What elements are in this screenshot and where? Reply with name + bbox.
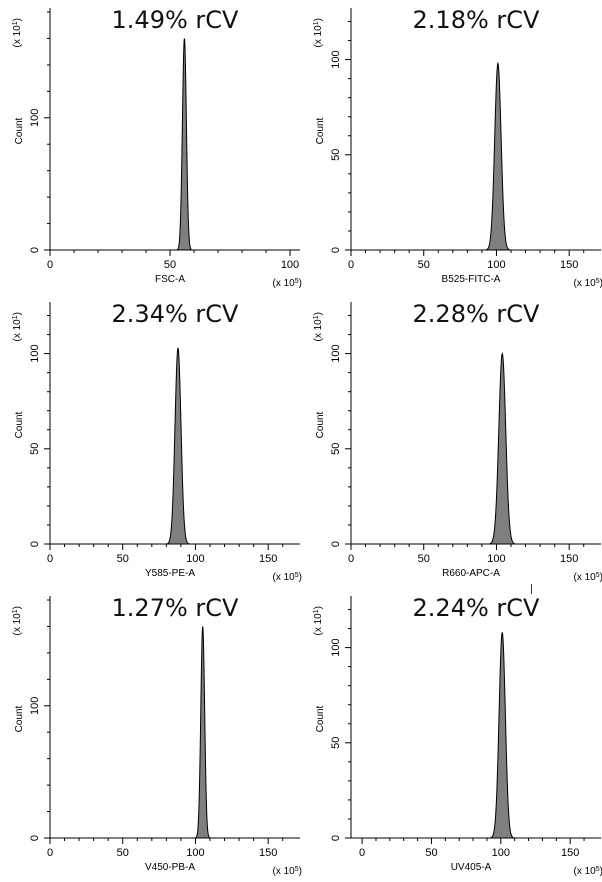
- histogram-plot: 0 50 100 150 0 100 V450-PB-A (x 105) Count (x 101…: [12, 596, 302, 878]
- rcv-title: 2.28% rCV: [412, 300, 540, 328]
- y-axis-label: Count: [315, 117, 326, 144]
- y-tick-label: 100: [29, 109, 41, 127]
- y-axis-label: Count: [14, 705, 25, 732]
- x-axis-unit: (x 105): [574, 866, 602, 878]
- x-tick-label: 150: [561, 847, 579, 859]
- x-tick-label: 50: [164, 259, 176, 271]
- histogram-peak: [194, 626, 211, 839]
- y-tick-label: 100: [29, 344, 41, 362]
- rcv-title: 2.34% rCV: [111, 300, 239, 328]
- x-tick-label: 100: [186, 553, 204, 565]
- histogram-panel-4: 0 50 100 150 0 50 100 R660-APC-A (x 105) Count (x …: [301, 294, 602, 588]
- x-tick-label: 150: [560, 259, 578, 271]
- x-tick-label: 50: [418, 553, 430, 565]
- histogram-plot: 0 50 100 0 100 FSC-A (x 105) Count (x 101): [12, 8, 302, 290]
- histogram-panel-5: 0 50 100 150 0 100 V450-PB-A (x 105) Count (x 101…: [0, 588, 303, 882]
- x-axis-label: B525-FITC-A: [442, 274, 501, 285]
- y-tick-label: 0: [330, 541, 342, 547]
- y-tick-label: 0: [330, 247, 342, 253]
- x-tick-label: 0: [47, 847, 53, 859]
- y-axis-unit: (x 101): [313, 18, 325, 47]
- y-tick-label: 50: [330, 737, 342, 749]
- y-tick-label: 0: [29, 541, 41, 547]
- y-axis-unit: (x 101): [12, 312, 24, 341]
- x-axis-unit: (x 105): [273, 278, 302, 290]
- x-tick-label: 0: [348, 553, 354, 565]
- y-axis-unit: (x 101): [12, 18, 24, 47]
- x-tick-label: 150: [560, 553, 578, 565]
- y-tick-label: 100: [29, 697, 41, 715]
- x-axis-label: R660-APC-A: [442, 568, 500, 579]
- histogram-peak: [489, 632, 516, 839]
- x-tick-label: 50: [425, 847, 437, 859]
- y-axis-unit: (x 101): [12, 606, 24, 635]
- x-tick-label: 50: [117, 847, 129, 859]
- x-tick-label: 100: [186, 847, 204, 859]
- x-tick-label: 100: [487, 259, 505, 271]
- y-tick-label: 0: [330, 835, 342, 841]
- y-tick-label: 50: [330, 149, 342, 161]
- x-axis-label: FSC-A: [155, 274, 185, 285]
- rcv-title: 2.18% rCV: [412, 6, 540, 34]
- x-tick-label: 0: [47, 553, 53, 565]
- y-tick-label: 100: [330, 344, 342, 362]
- y-tick-label: 100: [330, 638, 342, 656]
- y-tick-label: 50: [330, 443, 342, 455]
- x-axis-unit: (x 105): [574, 572, 602, 584]
- histogram-peak: [175, 38, 193, 251]
- x-tick-label: 150: [259, 847, 277, 859]
- x-tick-label: 100: [487, 553, 505, 565]
- histogram-peak: [487, 351, 517, 545]
- y-axis-label: Count: [315, 705, 326, 732]
- histogram-plot: 0 50 100 150 0 50 100 R660-APC-A (x 105) Count (x …: [313, 302, 602, 584]
- histogram-peak: [484, 61, 512, 251]
- histogram-panel-3: 0 50 100 150 0 50 100 Y585-PE-A (x 105) Count (x 1…: [0, 294, 303, 588]
- histogram-panel-1: 0 50 100 0 100 FSC-A (x 105) Count (x 101) 1.49% …: [0, 0, 303, 294]
- histogram-panel-2: 0 50 100 150 0 50 100 B525-FITC-A (x 105) Count (x…: [301, 0, 602, 294]
- y-tick-label: 0: [29, 247, 41, 253]
- x-tick-label: 150: [259, 553, 277, 565]
- x-axis-label: Y585-PE-A: [145, 568, 195, 579]
- x-axis-unit: (x 105): [273, 572, 302, 584]
- x-tick-label: 0: [348, 259, 354, 271]
- rcv-title: 2.24% rCV: [412, 594, 540, 622]
- histogram-peak: [165, 347, 191, 545]
- stray-tick-mark: [531, 584, 532, 594]
- x-tick-label: 0: [359, 847, 365, 859]
- y-axis-label: Count: [14, 117, 25, 144]
- y-axis-unit: (x 101): [313, 606, 325, 635]
- x-tick-label: 50: [418, 259, 430, 271]
- y-tick-label: 100: [330, 50, 342, 68]
- y-axis-label: Count: [315, 411, 326, 438]
- x-axis-label: V450-PB-A: [145, 862, 195, 873]
- rcv-title: 1.27% rCV: [111, 594, 239, 622]
- y-axis-label: Count: [14, 411, 25, 438]
- x-tick-label: 100: [281, 259, 299, 271]
- x-axis-unit: (x 105): [273, 866, 302, 878]
- x-axis-unit: (x 105): [574, 278, 602, 290]
- y-tick-label: 50: [29, 443, 41, 455]
- rcv-title: 1.49% rCV: [111, 6, 239, 34]
- histogram-plot: 0 50 100 150 0 50 100 Y585-PE-A (x 105) Count (x 1…: [12, 302, 302, 584]
- y-axis-unit: (x 101): [313, 312, 325, 341]
- x-tick-label: 0: [47, 259, 53, 271]
- x-tick-label: 50: [117, 553, 129, 565]
- x-axis-label: UV405-A: [451, 862, 492, 873]
- y-tick-label: 0: [29, 835, 41, 841]
- x-tick-label: 100: [492, 847, 510, 859]
- histogram-plot: 0 50 100 150 0 50 100 B525-FITC-A (x 105) Count (x…: [313, 8, 602, 290]
